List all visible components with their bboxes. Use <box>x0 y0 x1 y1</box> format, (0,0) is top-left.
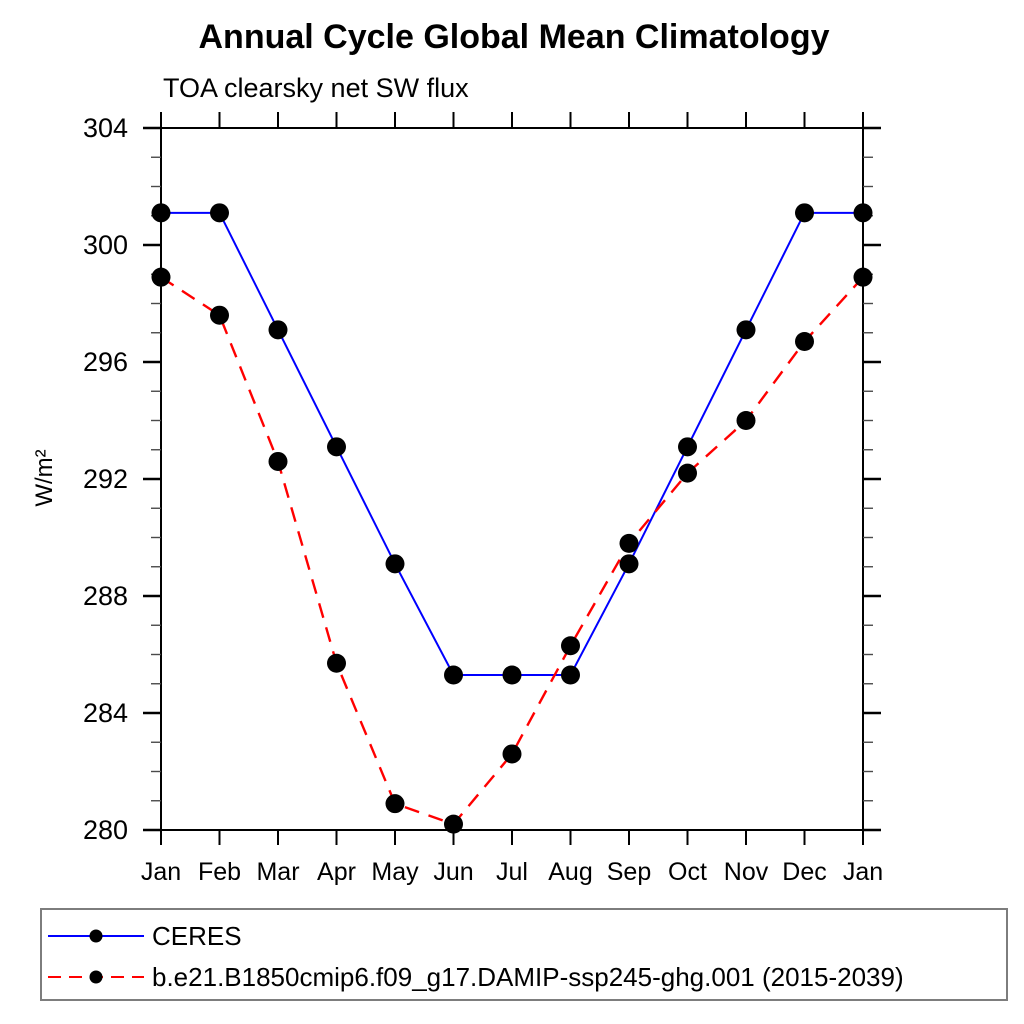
legend-sample-dashed-line <box>48 970 144 984</box>
legend-marker-circle <box>89 970 103 984</box>
series-0-marker <box>795 203 814 223</box>
x-tick-label: Aug <box>548 858 592 886</box>
x-tick-label: Jul <box>496 858 528 886</box>
x-tick-label: Feb <box>198 858 241 886</box>
series-1-marker <box>502 744 522 764</box>
series-0-marker <box>619 554 639 574</box>
series-0-marker <box>736 320 756 340</box>
y-axis-label: W/m² <box>31 449 58 506</box>
series-1-marker <box>268 451 288 471</box>
x-tick-label: Jan <box>141 858 181 886</box>
legend-item-model: b.e21.B1850cmip6.f09_g17.DAMIP-ssp245-gh… <box>45 961 904 992</box>
x-tick-label: Oct <box>668 858 707 886</box>
legend-label-ceres: CERES <box>152 920 242 951</box>
x-tick-label: Nov <box>724 858 769 886</box>
series-0-marker <box>561 665 580 685</box>
x-tick-label: Jan <box>843 858 883 886</box>
x-tick-label: May <box>371 858 419 886</box>
legend-item-ceres: CERES <box>45 920 242 951</box>
series-0-marker <box>444 665 463 685</box>
series-0-marker <box>210 203 229 223</box>
x-tick-label: Dec <box>782 858 826 886</box>
y-tick-label: 280 <box>83 815 128 845</box>
x-tick-label: Mar <box>256 858 299 886</box>
series-1-marker <box>385 794 405 814</box>
series-1-marker <box>853 267 873 287</box>
legend: CERES b.e21.B1850cmip6.f09_g17.DAMIP-ssp… <box>40 908 1008 1001</box>
series-1-marker <box>151 267 171 287</box>
series-1-marker <box>210 305 229 325</box>
legend-label-model: b.e21.B1850cmip6.f09_g17.DAMIP-ssp245-gh… <box>152 961 904 992</box>
y-tick-label: 300 <box>83 230 128 260</box>
y-tick-labels: 280 284 288 292 296 300 304 <box>83 113 128 845</box>
series-1-marker <box>444 814 463 834</box>
y-tick-label: 288 <box>83 581 128 611</box>
series-0-marker <box>853 203 873 223</box>
legend-marker-circle <box>89 929 103 943</box>
x-tick-label: Jun <box>433 858 473 886</box>
series-0-marker <box>502 665 522 685</box>
x-tick-labels: Jan Feb Mar Apr May Jun Jul Aug Sep Oct Nov Dec Jan <box>141 858 883 886</box>
y-tick-label: 304 <box>83 113 128 143</box>
series-1-marker <box>678 463 697 483</box>
series-0-marker <box>151 203 171 223</box>
series-0-marker <box>268 320 288 340</box>
series-1-marker <box>736 411 756 430</box>
x-tick-label: Apr <box>317 858 356 886</box>
chart-subtitle: TOA clearsky net SW flux <box>163 73 469 103</box>
series-layer <box>151 203 873 834</box>
axis-ticks <box>143 112 881 845</box>
series-1-marker <box>561 636 580 656</box>
y-tick-label: 284 <box>83 698 128 728</box>
series-1-marker <box>795 332 814 352</box>
x-tick-label: Sep <box>607 858 651 886</box>
series-1-marker <box>619 533 639 553</box>
series-0-marker <box>327 437 346 457</box>
series-0-marker <box>385 554 405 574</box>
plot-box <box>160 127 864 831</box>
series-line-0 <box>161 211 863 676</box>
y-tick-label: 292 <box>83 464 128 494</box>
legend-sample-solid-line <box>48 929 144 943</box>
series-0-marker <box>678 437 697 457</box>
chart-title: Annual Cycle Global Mean Climatology <box>199 18 830 56</box>
series-line-1 <box>160 276 864 826</box>
series-1-marker <box>327 653 346 673</box>
y-tick-label: 296 <box>83 347 128 377</box>
